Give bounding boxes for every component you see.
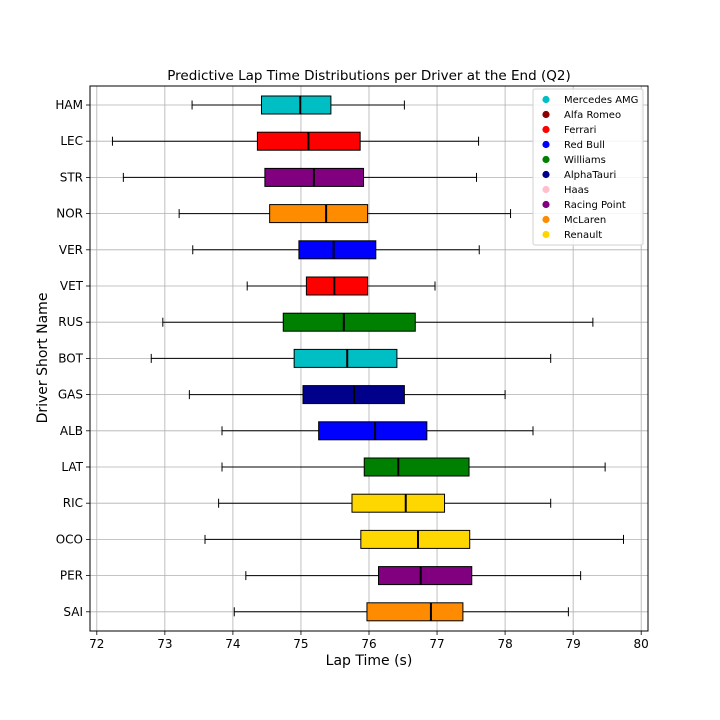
y-tick-label-lat: LAT (61, 460, 83, 474)
box-iqr (260, 95, 332, 115)
y-tick-label-gas: GAS (58, 388, 83, 402)
legend-marker (542, 155, 550, 164)
box-iqr (351, 493, 446, 513)
box-ric (218, 493, 552, 513)
box-lat (221, 457, 606, 477)
box-iqr (269, 204, 369, 224)
legend-marker (542, 230, 550, 239)
box-sai (233, 602, 569, 622)
legend-item-racing-point: Racing Point (542, 200, 626, 211)
x-tick-label: 75 (293, 637, 308, 651)
box-iqr (298, 240, 377, 260)
legend-marker (542, 95, 550, 104)
legend-item-red-bull: Red Bull (542, 140, 605, 151)
box-alb (221, 421, 534, 441)
legend-marker (542, 215, 550, 224)
y-tick-label-rus: RUS (58, 315, 83, 329)
legend-item-ferrari: Ferrari (542, 125, 596, 136)
legend: Mercedes AMG Alfa Romeo Ferrari Red Bull Wil… (532, 88, 644, 246)
x-tick-label: 74 (225, 637, 240, 651)
y-tick-label-alb: ALB (60, 424, 83, 438)
legend-marker (542, 125, 550, 134)
box-gas (188, 385, 506, 405)
legend-label: Racing Point (564, 200, 626, 211)
box-per (245, 566, 582, 586)
x-tick-label: 77 (429, 637, 444, 651)
legend-label: McLaren (564, 215, 606, 226)
y-tick-label-bot: BOT (58, 351, 83, 365)
legend-frame (532, 88, 644, 246)
legend-marker (542, 170, 550, 179)
legend-label: Alfa Romeo (564, 110, 621, 121)
box-str (122, 167, 478, 187)
y-tick-label-sai: SAI (63, 605, 83, 619)
x-tick-label: 76 (361, 637, 376, 651)
legend-item-alphatauri: AlphaTauri (542, 170, 616, 181)
box-iqr (318, 421, 428, 441)
y-tick-label-per: PER (60, 569, 83, 583)
box-iqr (305, 276, 369, 296)
y-tick-label-vet: VET (60, 279, 84, 293)
box-ham (191, 95, 405, 115)
legend-marker (542, 200, 550, 209)
y-tick-label-nor: NOR (56, 207, 83, 221)
boxplots (111, 95, 625, 622)
box-vet (246, 276, 436, 296)
chart-title: Predictive Lap Time Distributions per Dr… (167, 68, 570, 84)
legend-label: Ferrari (564, 125, 596, 136)
y-tick-label-oco: OCO (56, 532, 83, 546)
box-nor (178, 204, 512, 224)
x-axis-label: Lap Time (s) (326, 653, 413, 669)
axis-ticks: 72 73 74 75 76 77 78 79 80 HAM LEC STR NOR VER VET RUS B… (55, 98, 648, 651)
legend-item-alfa-romeo: Alfa Romeo (542, 110, 621, 121)
box-bot (150, 348, 552, 368)
box-iqr (366, 602, 464, 622)
y-tick-label-ver: VER (59, 243, 83, 257)
box-rus (162, 312, 594, 332)
legend-item-renault: Renault (542, 230, 602, 241)
box-iqr (378, 566, 473, 586)
legend-label: Haas (564, 185, 589, 196)
legend-label: Williams (564, 155, 606, 166)
legend-marker (542, 110, 550, 119)
box-lec (111, 131, 480, 151)
legend-marker (542, 140, 550, 149)
y-tick-label-ric: RIC (63, 496, 83, 510)
legend-marker (542, 185, 550, 194)
y-tick-label-ham: HAM (55, 98, 83, 112)
box-iqr (363, 457, 470, 477)
legend-label: Renault (564, 230, 602, 241)
y-tick-label-lec: LEC (60, 134, 83, 148)
y-tick-label-str: STR (60, 170, 83, 184)
legend-label: Red Bull (564, 140, 605, 151)
x-tick-label: 80 (634, 637, 649, 651)
x-tick-label: 72 (89, 637, 104, 651)
box-ver (192, 240, 480, 260)
x-tick-label: 79 (566, 637, 581, 651)
x-tick-label: 78 (497, 637, 512, 651)
legend-item-haas: Haas (542, 185, 589, 196)
legend-label: AlphaTauri (564, 170, 616, 181)
legend-item-mercedes-amg: Mercedes AMG (542, 95, 638, 106)
y-axis-label: Driver Short Name (35, 293, 51, 424)
box-iqr (360, 529, 471, 549)
legend-item-mclaren: McLaren (542, 215, 606, 226)
x-tick-label: 73 (157, 637, 172, 651)
box-iqr (293, 348, 398, 368)
legend-item-williams: Williams (542, 155, 606, 166)
legend-label: Mercedes AMG (564, 95, 638, 106)
box-oco (204, 529, 625, 549)
box-iqr (282, 312, 416, 332)
